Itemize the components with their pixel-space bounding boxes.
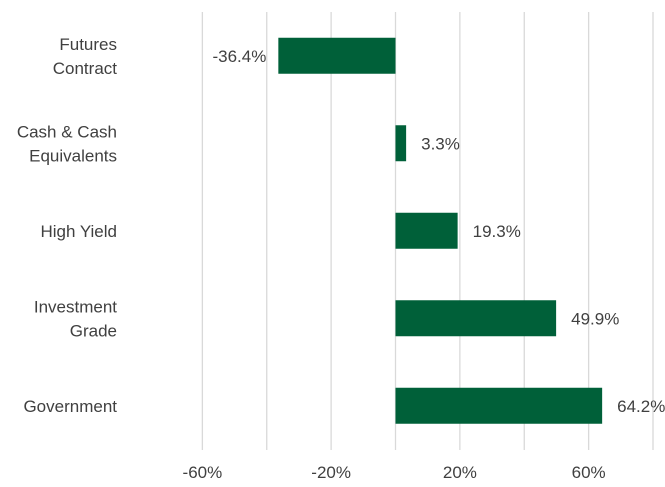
category-label: Futures [59, 35, 117, 54]
data-label: 19.3% [473, 222, 521, 241]
bars [278, 37, 603, 424]
x-tick-label: -20% [311, 463, 351, 482]
category-label: Equivalents [29, 146, 117, 165]
bar [395, 387, 603, 424]
x-tick-label: -60% [183, 463, 223, 482]
data-label: 3.3% [421, 134, 460, 153]
bar [395, 212, 458, 249]
category-label: High Yield [40, 222, 117, 241]
bar [395, 300, 557, 337]
data-label: 64.2% [617, 397, 665, 416]
category-label: Grade [70, 321, 117, 340]
bar [278, 37, 396, 74]
x-tick-label: 20% [443, 463, 477, 482]
x-axis-tick-labels: -60% -20% 20% 60% [183, 463, 606, 482]
category-label: Cash & Cash [17, 122, 117, 141]
data-label: 49.9% [571, 309, 619, 328]
category-label: Contract [53, 59, 118, 78]
category-labels: Futures Contract Cash & Cash Equivalents Hig… [17, 35, 117, 416]
category-label: Government [23, 397, 117, 416]
data-label: -36.4% [212, 47, 266, 66]
x-tick-label: 60% [572, 463, 606, 482]
category-label: Investment [34, 297, 117, 316]
bar [395, 125, 407, 162]
data-labels: -36.4% 3.3% 19.3% 49.9% 64.2% [212, 47, 665, 416]
gridlines [201, 12, 654, 450]
